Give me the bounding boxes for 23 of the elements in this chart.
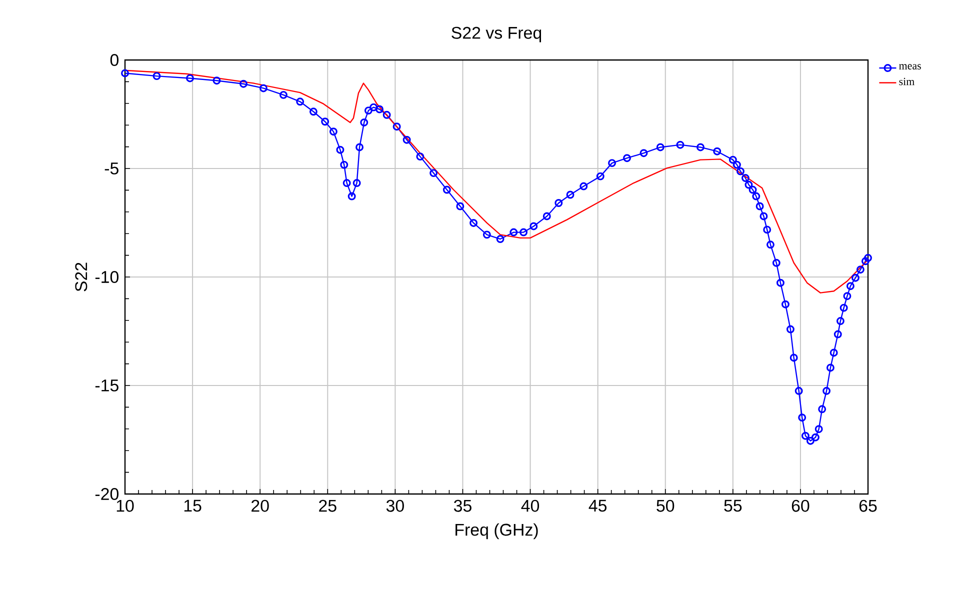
y-tick-label: -10 bbox=[95, 271, 118, 283]
x-tick-label: 45 bbox=[588, 500, 607, 512]
x-tick-label: 55 bbox=[724, 500, 742, 512]
y-tick-label: -15 bbox=[95, 380, 118, 392]
x-tick-label: 60 bbox=[792, 500, 810, 512]
x-tick-label: 20 bbox=[252, 500, 269, 512]
x-tick-label: 25 bbox=[319, 500, 336, 512]
y-tick-label: -20 bbox=[95, 488, 118, 500]
x-tick-label: 15 bbox=[184, 500, 202, 512]
x-tick-label: 40 bbox=[521, 500, 540, 512]
x-tick-label: 65 bbox=[859, 500, 877, 512]
x-tick-label: 35 bbox=[454, 500, 472, 512]
legend-label: meas bbox=[899, 64, 921, 70]
legend-label: sim bbox=[899, 78, 914, 86]
x-tick-label: 10 bbox=[116, 500, 134, 512]
x-axis-title: Freq (GHz) bbox=[456, 523, 538, 540]
chart-title: S22 vs Freq bbox=[452, 26, 542, 42]
y-axis-title: S22 bbox=[75, 262, 88, 292]
y-tick-label: 0 bbox=[110, 54, 119, 66]
y-tick-label: -5 bbox=[104, 162, 118, 174]
line-series bbox=[125, 70, 868, 294]
x-tick-label: 30 bbox=[386, 500, 404, 512]
x-tick-label: 50 bbox=[656, 500, 674, 512]
